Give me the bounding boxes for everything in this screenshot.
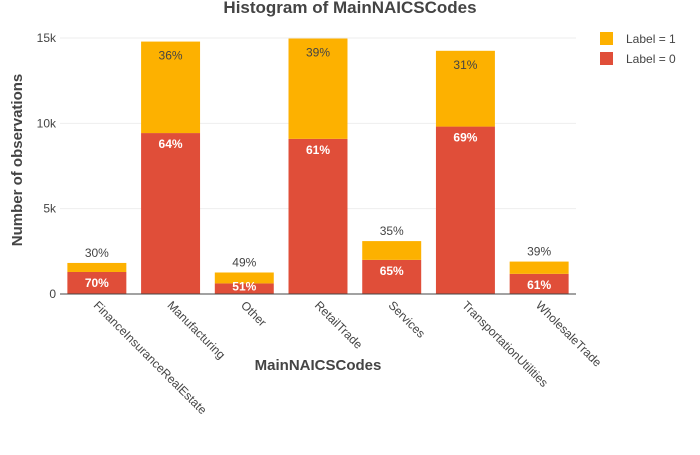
x-tick-label: WholesaleTrade	[533, 298, 605, 370]
legend-label-1[interactable]: Label = 1	[626, 32, 676, 46]
legend-label-0[interactable]: Label = 0	[626, 52, 676, 66]
y-tick-label: 5k	[43, 202, 57, 216]
legend-swatch-label-0[interactable]	[600, 52, 613, 65]
legend-swatch-label-1[interactable]	[600, 32, 613, 45]
x-axis-title: MainNAICSCodes	[255, 357, 382, 374]
bar-labels-layer: 70% 30% 64% 36% 51% 49% 61% 39% 65% 35% 69% 31% 61% 3…	[85, 46, 552, 294]
x-tick-label: Other	[238, 298, 269, 329]
bar-label-0[interactable]	[362, 259, 422, 294]
bar-label-1-pct: 35%	[380, 224, 404, 238]
bar-label-1-pct: 31%	[453, 58, 477, 72]
bar-label-1[interactable]	[67, 262, 127, 272]
bar-label-1[interactable]	[214, 272, 274, 284]
x-tick-label: Services	[386, 298, 428, 340]
bar-label-1-pct: 39%	[527, 245, 551, 259]
bar-label-1-pct: 39%	[306, 46, 330, 60]
bar-label-0-pct: 61%	[527, 278, 551, 292]
bar-label-0-pct: 51%	[232, 280, 256, 294]
bars-layer[interactable]	[67, 38, 569, 295]
bar-label-1[interactable]	[362, 241, 422, 260]
bar-label-0[interactable]	[509, 273, 569, 294]
bar-label-0[interactable]	[214, 283, 274, 294]
bar-label-1[interactable]	[141, 41, 201, 134]
bar-label-0-pct: 65%	[380, 264, 404, 278]
bar-label-1[interactable]	[288, 38, 348, 139]
bar-label-0-pct: 64%	[159, 137, 183, 151]
bar-label-0[interactable]	[141, 133, 201, 294]
bar-label-0[interactable]	[67, 271, 127, 294]
y-axis-title: Number of observations	[9, 74, 26, 247]
y-tick-label: 15k	[37, 31, 57, 45]
bar-label-0-pct: 69%	[453, 131, 477, 145]
bar-label-0[interactable]	[288, 138, 348, 294]
y-tick-label: 0	[49, 287, 56, 301]
y-tick-label: 10k	[37, 116, 57, 130]
x-tick-label: Manufacturing	[164, 298, 228, 362]
bar-label-1-pct: 36%	[159, 49, 183, 63]
bar-label-1-pct: 49%	[232, 255, 256, 269]
bar-label-0-pct: 61%	[306, 143, 330, 157]
bar-label-0[interactable]	[435, 126, 495, 295]
bar-label-0-pct: 70%	[85, 276, 109, 290]
bar-label-1[interactable]	[509, 261, 569, 274]
bar-label-1-pct: 30%	[85, 246, 109, 260]
chart-title: Histogram of MainNAICSCodes	[223, 0, 476, 17]
bar-label-1[interactable]	[435, 50, 495, 127]
x-tick-label: RetailTrade	[312, 298, 366, 352]
legend[interactable]: Label = 1 Label = 0	[600, 32, 676, 66]
